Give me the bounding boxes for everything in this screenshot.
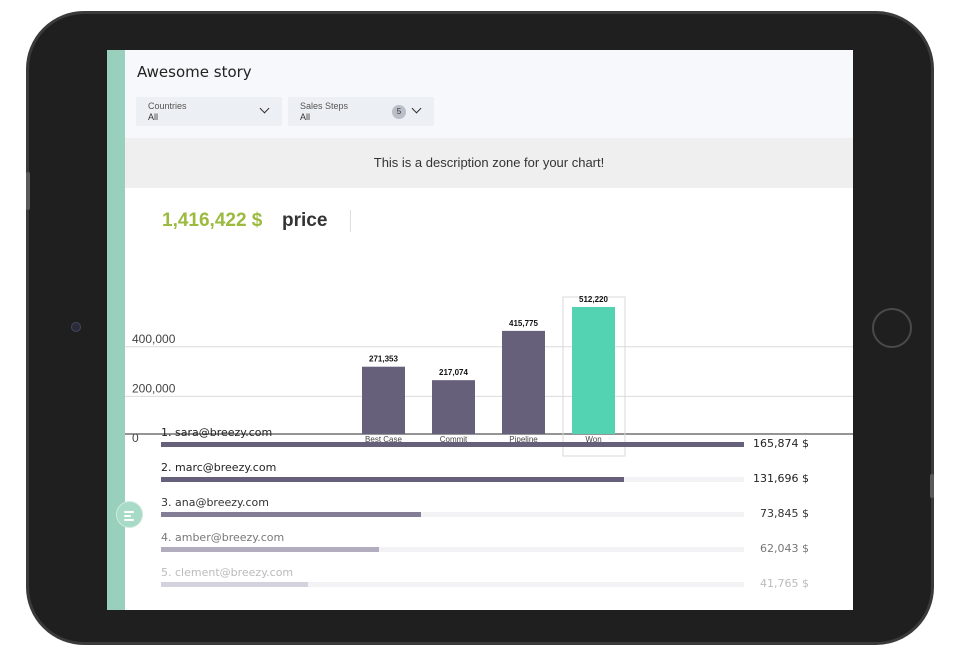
camera-icon xyxy=(71,322,81,332)
kpi-value: 1,416,422 $ xyxy=(162,210,263,231)
description-zone: This is a description zone for your char… xyxy=(125,138,853,188)
x-tick-label: Commit xyxy=(440,435,468,444)
leaderboard-bar-fill xyxy=(161,512,421,517)
sort-button[interactable] xyxy=(116,501,143,528)
app-screen: Awesome story Countries All Sales Steps … xyxy=(107,50,853,610)
chevron-down-icon xyxy=(411,103,422,114)
bar-pipeline[interactable] xyxy=(502,330,545,434)
leaderboard-name: 3. ana@breezy.com xyxy=(161,496,269,509)
sort-icon-line xyxy=(124,519,134,521)
leaderboard-row[interactable]: 1. sara@breezy.com 165,874 $ xyxy=(161,424,821,454)
bar-best-case[interactable] xyxy=(362,366,405,434)
leaderboard-value: 41,765 $ xyxy=(760,577,809,590)
y-tick-label: 0 xyxy=(132,431,139,445)
leaderboard-name: 4. amber@breezy.com xyxy=(161,531,285,544)
filter-label: Countries xyxy=(148,101,187,111)
leaderboard-value: 73,845 $ xyxy=(760,507,809,520)
bar-chart: 0 200,000 400,000 271,353 Best Case 217,074 Co… xyxy=(125,295,853,457)
tablet-side-button-right xyxy=(930,474,934,498)
leaderboard-bar-track xyxy=(161,477,744,482)
leaderboard-name: 2. marc@breezy.com xyxy=(161,461,277,474)
chevron-down-icon xyxy=(259,103,270,114)
bar-value-label: 271,353 xyxy=(369,355,398,364)
leaderboard-row[interactable]: 5. clement@breezy.com 41,765 $ xyxy=(161,564,821,594)
leaderboard-row[interactable]: 3. ana@breezy.com 73,845 $ xyxy=(161,494,821,524)
selection-count-badge: 5 xyxy=(392,105,406,119)
leaderboard-row[interactable]: 2. marc@breezy.com 131,696 $ xyxy=(161,459,821,489)
leaderboard-bar-track xyxy=(161,442,744,447)
leaderboard-bar-fill xyxy=(161,442,744,447)
bar-value-label: 415,775 xyxy=(509,319,538,328)
filter-sales-steps[interactable]: Sales Steps All 5 xyxy=(288,97,434,126)
story-title: Awesome story xyxy=(137,63,252,81)
sort-icon xyxy=(124,511,134,513)
filter-value: All xyxy=(148,112,159,122)
filter-value: All xyxy=(300,112,311,122)
bar-commit[interactable] xyxy=(432,380,475,434)
side-strip xyxy=(107,50,125,610)
bar-highlight-frame xyxy=(562,296,626,457)
tablet-side-button-left xyxy=(26,172,30,210)
x-tick-label: Pipeline xyxy=(509,435,538,444)
leaderboard-bar-fill xyxy=(161,547,380,552)
leaderboard-value: 62,043 $ xyxy=(760,542,809,555)
bar-won[interactable] xyxy=(572,306,615,434)
leaderboard-row[interactable]: 4. amber@breezy.com 62,043 $ xyxy=(161,529,821,559)
leaderboard-bar-fill xyxy=(161,477,624,482)
leaderboard-name: 1. sara@breezy.com xyxy=(161,426,273,439)
leaderboard-bar-track xyxy=(161,582,744,587)
leaderboard-value: 131,696 $ xyxy=(753,472,809,485)
leaderboard-bar-fill xyxy=(161,582,308,587)
leaderboard-name: 5. clement@breezy.com xyxy=(161,566,294,579)
sort-icon-line xyxy=(124,515,131,517)
filter-label: Sales Steps xyxy=(300,101,349,111)
leaderboard-bar-track xyxy=(161,512,744,517)
leaderboard-value: 165,874 $ xyxy=(753,437,809,450)
x-tick-label: Best Case xyxy=(365,435,402,444)
leaderboard-bar-track xyxy=(161,547,744,552)
y-tick-label: 200,000 xyxy=(132,381,176,395)
bar-value-label: 512,220 xyxy=(579,295,608,304)
y-tick-label: 400,000 xyxy=(132,332,176,346)
home-button[interactable] xyxy=(872,308,912,348)
kpi-label: price xyxy=(282,210,328,231)
x-tick-label: Won xyxy=(585,435,601,444)
bar-value-label: 217,074 xyxy=(439,368,468,377)
story-header: Awesome story Countries All Sales Steps … xyxy=(125,50,853,138)
kpi-separator xyxy=(350,210,351,232)
filter-countries[interactable]: Countries All xyxy=(136,97,282,126)
